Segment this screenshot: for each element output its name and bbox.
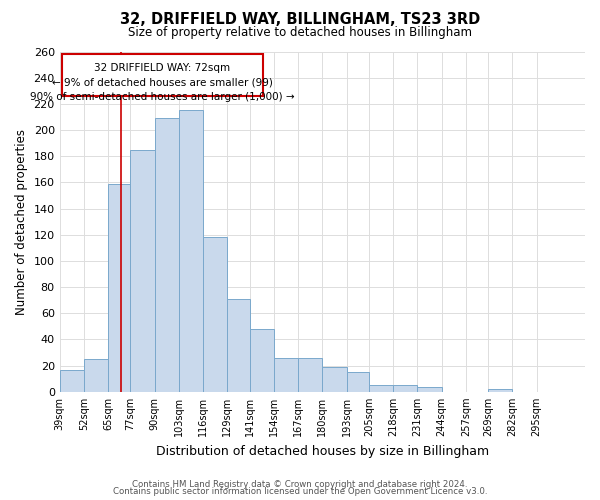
Bar [322,367,347,392]
Y-axis label: Number of detached properties: Number of detached properties [15,128,28,314]
Text: Contains public sector information licensed under the Open Government Licence v3: Contains public sector information licen… [113,487,487,496]
Text: 32 DRIFFIELD WAY: 72sqm: 32 DRIFFIELD WAY: 72sqm [94,64,230,74]
Bar [203,238,227,392]
Bar [108,184,130,392]
X-axis label: Distribution of detached houses by size in Billingham: Distribution of detached houses by size … [156,444,489,458]
Bar [393,386,418,392]
Bar [369,386,393,392]
Bar [418,386,442,392]
Text: 90% of semi-detached houses are larger (1,000) →: 90% of semi-detached houses are larger (… [30,92,295,102]
Bar [84,359,108,392]
Bar [274,358,298,392]
Bar [179,110,203,392]
Text: Size of property relative to detached houses in Billingham: Size of property relative to detached ho… [128,26,472,39]
Bar [155,118,179,392]
Text: 32, DRIFFIELD WAY, BILLINGHAM, TS23 3RD: 32, DRIFFIELD WAY, BILLINGHAM, TS23 3RD [120,12,480,28]
Bar [227,299,250,392]
Bar [130,150,155,392]
Bar [488,389,512,392]
Bar [298,358,322,392]
Text: Contains HM Land Registry data © Crown copyright and database right 2024.: Contains HM Land Registry data © Crown c… [132,480,468,489]
Bar [62,54,263,96]
Bar [347,372,369,392]
Bar [59,370,84,392]
Bar [250,329,274,392]
Text: ← 9% of detached houses are smaller (99): ← 9% of detached houses are smaller (99) [52,78,272,88]
